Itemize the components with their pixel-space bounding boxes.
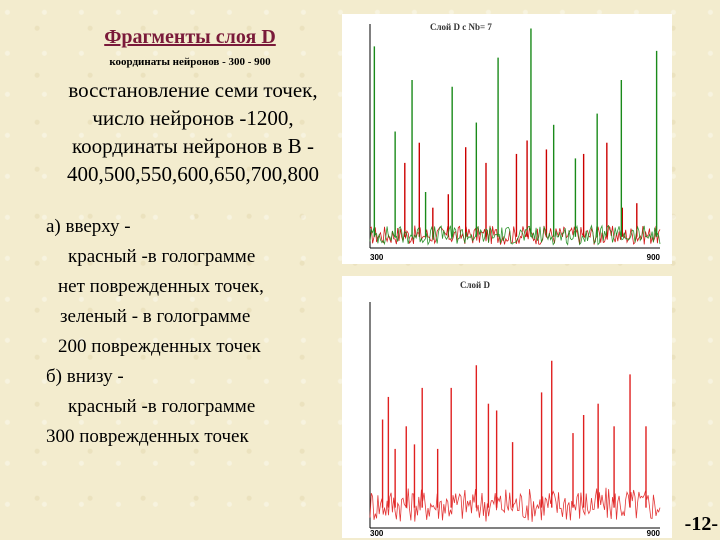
x-tick-label: 300 bbox=[370, 253, 384, 262]
chart-title: Слой D bbox=[460, 280, 490, 290]
description-top: восстановление семи точек, число нейроно… bbox=[38, 76, 348, 188]
slide-title: Фрагменты слоя D bbox=[104, 26, 276, 48]
series-noise-line bbox=[369, 224, 661, 246]
legend-description: а) вверху - красный -в голограмме нет по… bbox=[46, 212, 346, 452]
legend-line: 200 поврежденных точек bbox=[58, 336, 261, 357]
legend-line: а) вверху - bbox=[46, 216, 131, 237]
series-noise-line bbox=[369, 487, 661, 522]
chart-bottom-panel: Слой D 300 900 bbox=[342, 276, 672, 538]
legend-line: 300 поврежденных точек bbox=[46, 426, 249, 447]
description-line: координаты нейронов в B - bbox=[72, 134, 314, 158]
slide-subtitle: координаты нейронов - 300 - 900 bbox=[109, 56, 271, 68]
chart-title: Слой D с Nb= 7 bbox=[430, 22, 492, 32]
x-tick-label: 900 bbox=[647, 253, 661, 262]
legend-line: зеленый - в голограмме bbox=[60, 306, 251, 327]
legend-line: б) внизу - bbox=[46, 366, 124, 387]
description-line: 400,500,550,600,650,700,800 bbox=[67, 162, 319, 186]
x-tick-label: 300 bbox=[370, 529, 384, 538]
legend-line: нет поврежденных точек, bbox=[58, 276, 264, 297]
description-line: число нейронов -1200, bbox=[92, 106, 294, 130]
chart-bottom: Слой D 300 900 bbox=[369, 280, 661, 538]
legend-line: красный -в голограмме bbox=[68, 246, 256, 267]
description-line: восстановление семи точек, bbox=[68, 78, 318, 102]
legend-line: красный -в голограмме bbox=[68, 396, 256, 417]
page-number: -12- bbox=[684, 513, 718, 535]
x-tick-label: 900 bbox=[647, 529, 661, 538]
chart-top: Слой D с Nb= 7 300 900 bbox=[369, 22, 661, 262]
chart-top-panel: Слой D с Nb= 7 300 900 bbox=[342, 14, 672, 264]
